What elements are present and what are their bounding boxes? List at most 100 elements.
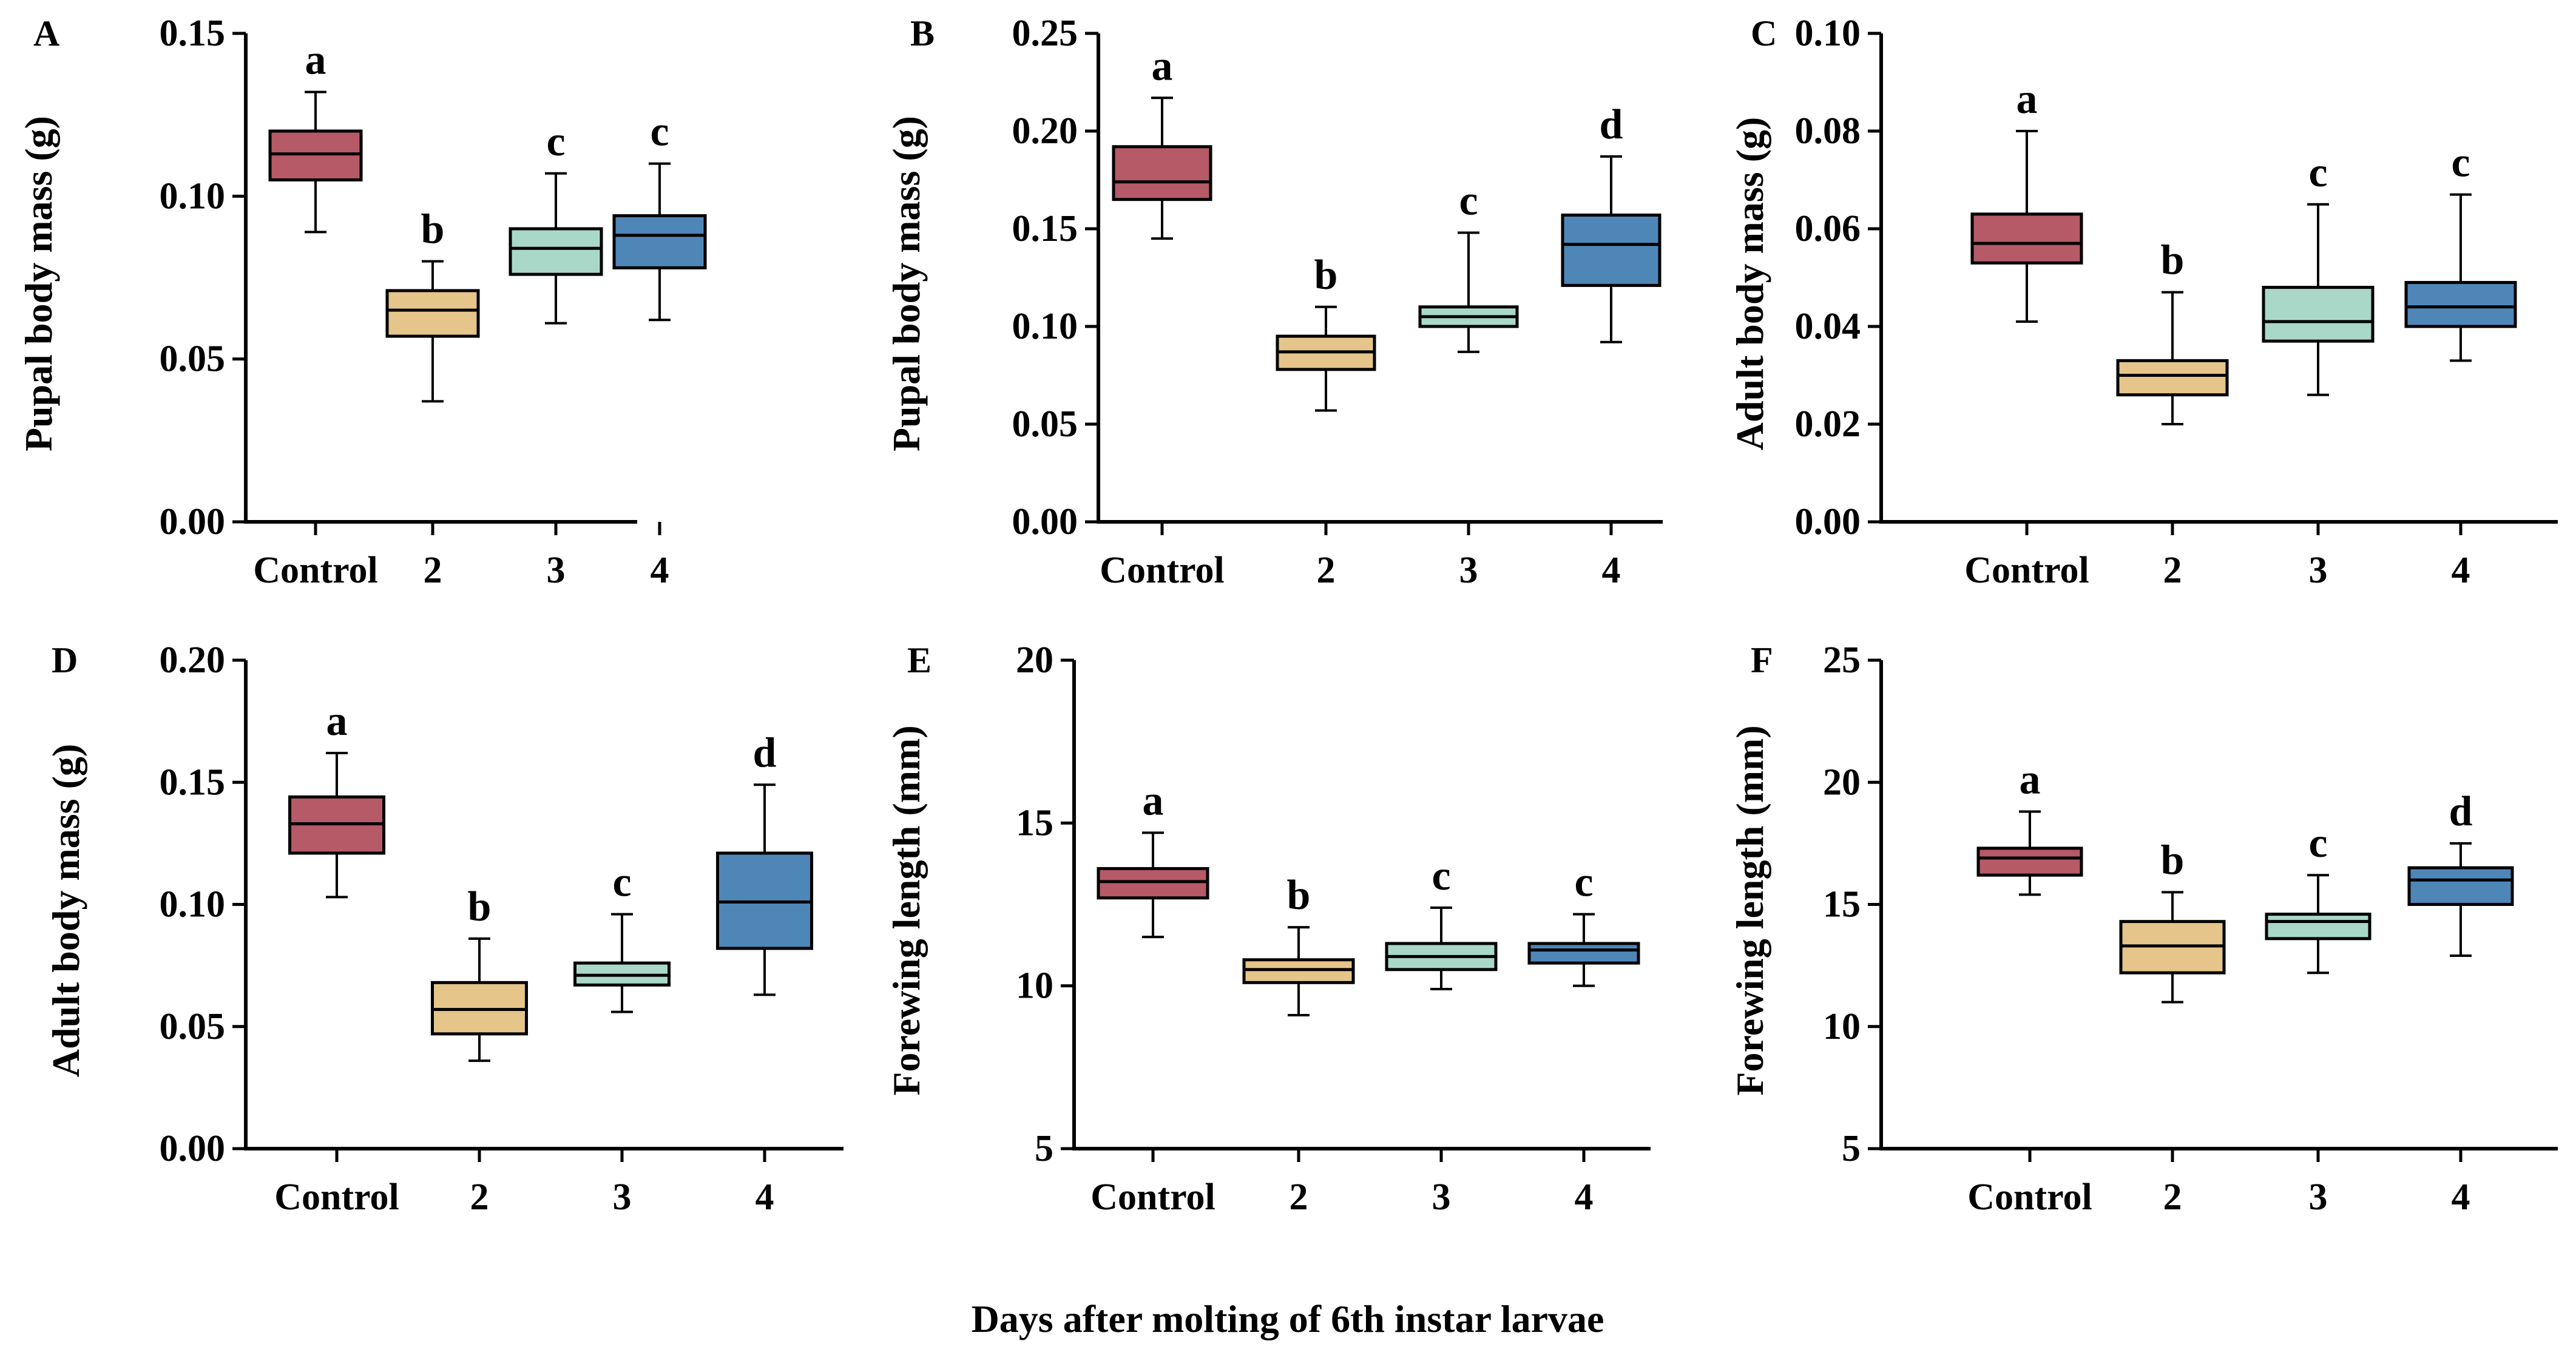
x-tick-label: Control — [1964, 550, 2089, 591]
x-tick-label: 4 — [1575, 1177, 1594, 1218]
x-tick-label: 3 — [613, 1177, 632, 1218]
x-tick-label: 3 — [547, 550, 566, 591]
box-day-2: b — [1242, 872, 1355, 1016]
significance-letter: a — [2020, 757, 2041, 803]
box-day-4: d — [716, 729, 813, 996]
box-day-3: c — [573, 859, 671, 1013]
x-tick-label: 3 — [2309, 550, 2328, 591]
iqr-box — [2407, 866, 2514, 906]
y-axis-title: Pupal body mass (g) — [17, 116, 60, 451]
box-day-2: b — [1276, 252, 1376, 412]
y-tick-label: 0.06 — [1795, 208, 1861, 249]
y-axis-title: Pupal body mass (g) — [885, 116, 928, 451]
box-day-3: c — [2265, 820, 2371, 975]
y-tick-label: 0.10 — [160, 884, 226, 925]
y-tick-label: 15 — [1823, 884, 1861, 925]
y-tick-label: 10 — [1016, 965, 1053, 1007]
iqr-box — [2116, 359, 2229, 397]
iqr-box — [1976, 846, 2083, 877]
x-tick-label: Control — [253, 550, 378, 591]
box-day-4: c — [2404, 140, 2517, 362]
box-day-2: b — [385, 206, 480, 403]
x-tick-label: 4 — [2452, 550, 2470, 591]
y-tick-label: 20 — [1016, 640, 1053, 681]
y-tick-label: 25 — [1823, 640, 1861, 681]
panel-f: F 5 10 15 20 25 Forewing length (mm) a Control b 2… — [1728, 640, 2558, 1218]
iqr-box — [1097, 866, 1209, 900]
significance-letter: c — [1432, 853, 1450, 899]
iqr-box — [509, 227, 603, 276]
iqr-box — [2262, 286, 2375, 343]
y-tick-label: 0.10 — [1795, 13, 1861, 54]
panels: A 0.00 0.05 0.10 0.15 Pupal body mass (g) a Con… — [17, 13, 2558, 1218]
box-day-3: c — [509, 118, 603, 325]
significance-letter: c — [2308, 820, 2327, 866]
box-day-2: b — [431, 883, 528, 1062]
panel-e: E 5 10 15 20 Forewing length (mm) a Control b 2 c 3… — [885, 640, 1651, 1218]
x-tick-label: 2 — [2163, 1177, 2182, 1218]
iqr-box — [2404, 281, 2517, 328]
significance-letter: a — [326, 698, 348, 745]
x-tick-label: 2 — [1290, 1177, 1308, 1218]
y-tick-label: 0.05 — [1012, 404, 1078, 445]
y-tick-label: 0.02 — [1795, 404, 1861, 445]
y-tick-label: 0.20 — [1012, 110, 1078, 152]
y-tick-label: 0.04 — [1795, 306, 1861, 347]
significance-letter: b — [2161, 837, 2185, 883]
significance-letter: b — [1314, 252, 1338, 299]
x-tick-label: 3 — [1459, 550, 1478, 591]
x-tick-label: 4 — [756, 1177, 774, 1218]
iqr-box — [1242, 958, 1355, 984]
y-axis-title: Forewing length (mm) — [885, 725, 928, 1095]
iqr-box — [612, 214, 707, 269]
y-tick-label: 0.00 — [160, 501, 226, 542]
panel-letter: C — [1751, 13, 1777, 53]
y-tick-label: 20 — [1823, 762, 1861, 803]
panel-d: D 0.00 0.05 0.10 0.15 0.20 Adult body mass (g)… — [44, 640, 843, 1218]
y-tick-label: 15 — [1016, 802, 1053, 843]
box-control: a — [1097, 777, 1209, 939]
y-tick-label: 0.15 — [160, 762, 226, 803]
iqr-box — [268, 129, 363, 181]
significance-letter: a — [2017, 76, 2038, 123]
box-day-3: c — [2262, 149, 2375, 396]
significance-letter: a — [305, 37, 326, 84]
box-day-4: d — [2407, 788, 2514, 958]
x-tick-label: Control — [1100, 550, 1225, 591]
y-tick-label: 0.05 — [160, 339, 226, 380]
panel-letter: D — [52, 640, 78, 680]
y-tick-label: 10 — [1823, 1006, 1861, 1047]
iqr-box — [385, 289, 480, 338]
y-tick-label: 0.00 — [160, 1128, 226, 1169]
y-axis-title: Forewing length (mm) — [1728, 725, 1771, 1095]
x-tick-label: 2 — [1317, 550, 1336, 591]
significance-letter: c — [1574, 859, 1593, 906]
panel-letter: A — [33, 13, 59, 53]
box-control: a — [1976, 757, 2083, 896]
x-tick-label: Control — [1967, 1177, 2092, 1218]
box-control: a — [268, 37, 363, 234]
significance-letter: b — [421, 206, 445, 253]
significance-letter: c — [2308, 149, 2327, 196]
x-tick-label: 2 — [424, 550, 442, 591]
x-tick-label: 3 — [1432, 1177, 1451, 1218]
box-day-4: c — [1527, 859, 1640, 987]
box-day-2: b — [2119, 837, 2226, 1004]
significance-letter: a — [1152, 42, 1173, 89]
y-tick-label: 0.20 — [160, 640, 226, 681]
panel-b: B 0.00 0.05 0.10 0.15 0.20 0.25 Pupal body mass… — [885, 13, 1663, 591]
box-day-4: c — [612, 109, 707, 322]
significance-letter: d — [753, 729, 777, 776]
y-tick-label: 0.05 — [160, 1006, 226, 1047]
iqr-box — [2265, 913, 2371, 941]
significance-letter: c — [2451, 140, 2470, 186]
y-tick-label: 5 — [1842, 1128, 1861, 1169]
box-day-4: d — [1561, 101, 1662, 343]
x-tick-label: 4 — [2452, 1177, 2470, 1218]
y-tick-label: 0.00 — [1012, 501, 1078, 542]
iqr-box — [1112, 145, 1212, 201]
y-tick-label: 0.10 — [160, 175, 226, 217]
panel-letter: F — [1751, 640, 1773, 680]
x-tick-label: Control — [274, 1177, 399, 1218]
